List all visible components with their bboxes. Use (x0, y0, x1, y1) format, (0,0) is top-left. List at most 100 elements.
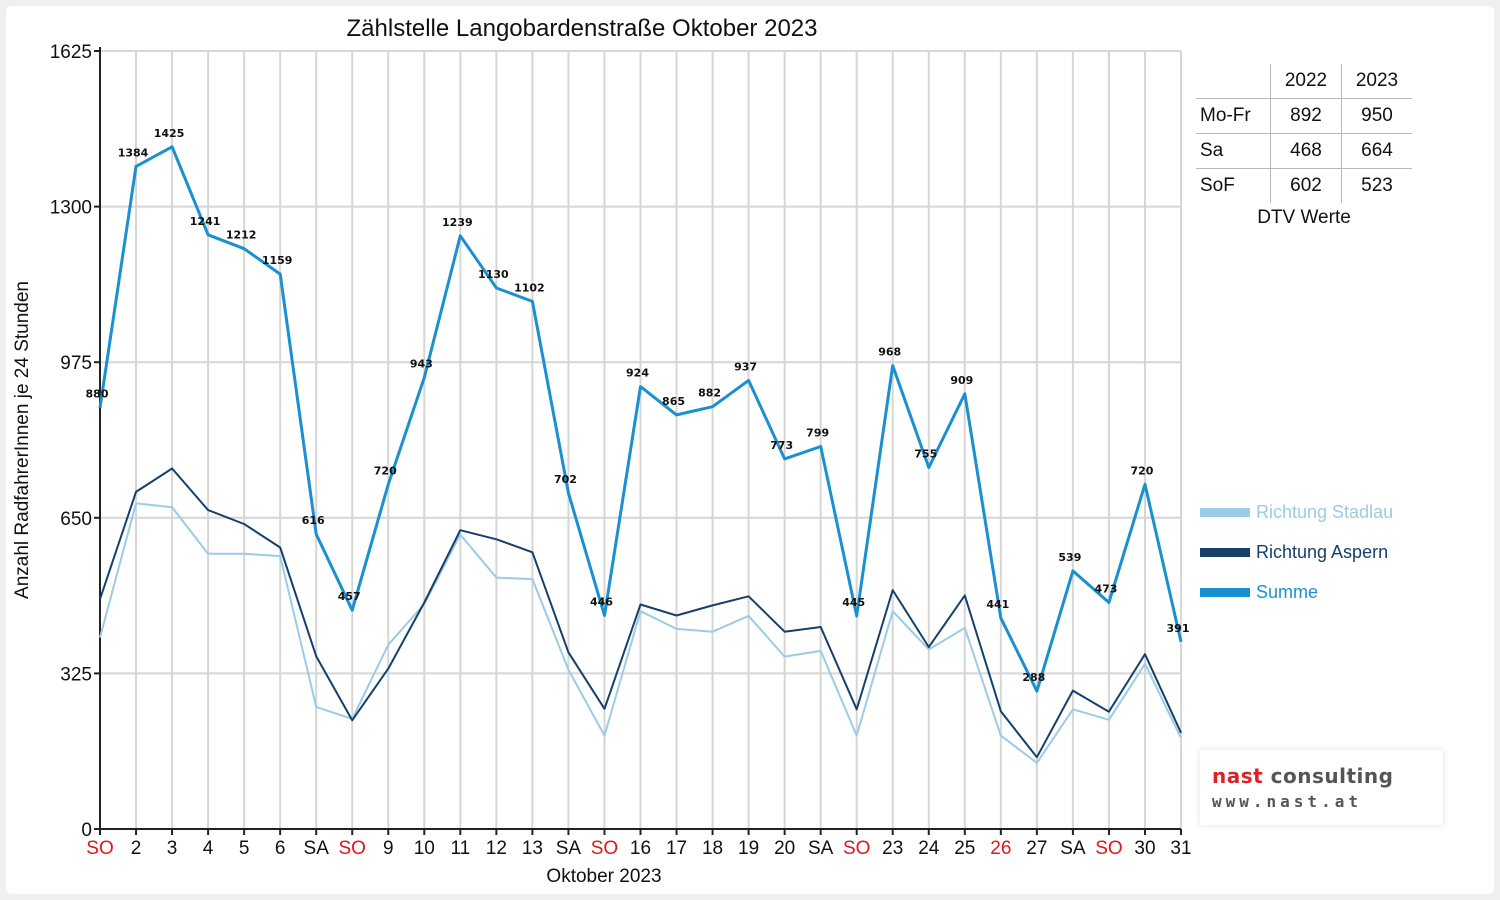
x-tick-label: SO (86, 838, 113, 859)
y-tick-label: 1625 (50, 42, 92, 63)
x-tick-label: 5 (239, 838, 250, 859)
series-line-summe (98, 145, 1183, 693)
x-tick-label: SA (1060, 838, 1086, 859)
data-label: 1212 (226, 229, 257, 242)
chart-title: Zählstelle Langobardenstraße Oktober 202… (347, 15, 818, 42)
x-tick-label: SO (339, 838, 366, 859)
legend-label: Richtung Stadlau (1256, 501, 1394, 522)
x-tick-label: 16 (630, 838, 651, 859)
data-label: 880 (86, 388, 109, 401)
data-label: 943 (410, 358, 433, 371)
data-label: 391 (1167, 622, 1190, 635)
data-label: 446 (590, 595, 613, 608)
y-tick-label: 325 (60, 664, 92, 685)
dtv-table: 2022 2023 Mo-Fr 892 950 Sa 468 664 SoF 6… (1196, 64, 1412, 229)
x-tick-label: SA (808, 838, 834, 859)
dtv-cell: 523 (1341, 168, 1412, 203)
dtv-row-label: Mo-Fr (1196, 98, 1271, 134)
data-label: 882 (698, 387, 721, 400)
data-label: 616 (302, 514, 325, 527)
data-label: 773 (770, 439, 793, 452)
x-tick-label: 10 (414, 838, 435, 859)
data-label: 799 (806, 426, 829, 439)
x-tick-label: SO (1095, 838, 1122, 859)
data-label: 288 (1022, 671, 1045, 684)
x-tick-label: 30 (1134, 838, 1155, 859)
company-logo: nast consulting www.nast.at (1200, 750, 1443, 825)
data-label: 924 (626, 367, 649, 380)
legend-swatch (1200, 547, 1250, 557)
logo-wordmark: nast consulting (1212, 764, 1394, 788)
x-tick-label: 2 (131, 838, 142, 859)
x-tick-label: 24 (918, 838, 940, 859)
x-tick-label: 12 (486, 838, 507, 859)
dtv-header-2023: 2023 (1341, 64, 1412, 99)
data-label: 909 (950, 374, 973, 387)
x-tick-label: 31 (1170, 838, 1191, 859)
data-label: 1130 (478, 268, 509, 281)
dtv-cell: 892 (1270, 98, 1342, 134)
chart-legend: Richtung Stadlau Richtung Aspern Summe (1200, 492, 1393, 612)
x-tick-label: 19 (738, 838, 759, 859)
data-label: 1384 (118, 146, 149, 159)
x-tick-label: 20 (774, 838, 795, 859)
dtv-header-empty (1196, 64, 1271, 99)
x-tick-label: 6 (275, 838, 286, 859)
legend-label: Summe (1256, 581, 1319, 602)
x-tick-label: 3 (167, 838, 178, 859)
y-tick-label: 650 (60, 509, 92, 530)
legend-label: Richtung Aspern (1256, 541, 1389, 562)
dtv-cell: 468 (1270, 133, 1342, 169)
series-line-richtung-stadlau (99, 502, 1182, 764)
data-label: 1241 (190, 215, 221, 228)
legend-item-aspern: Richtung Aspern (1200, 532, 1393, 572)
data-label: 720 (374, 464, 397, 477)
x-tick-label: 25 (954, 838, 975, 859)
data-label: 445 (842, 596, 865, 609)
legend-swatch (1200, 507, 1250, 517)
data-label: 702 (554, 473, 577, 486)
data-label: 441 (986, 598, 1009, 611)
data-label: 1102 (514, 281, 545, 294)
data-label: 539 (1058, 551, 1081, 564)
y-tick-label: 975 (60, 353, 92, 374)
x-tick-label: SA (556, 838, 582, 859)
y-axis-label: Anzahl RadfahrerInnen je 24 Stunden (12, 281, 33, 599)
data-label: 720 (1130, 464, 1153, 477)
x-tick-label: 4 (203, 838, 214, 859)
legend-item-stadlau: Richtung Stadlau (1200, 492, 1393, 532)
x-tick-label: 18 (702, 838, 723, 859)
x-tick-label: 11 (450, 838, 470, 859)
dtv-cell: 664 (1341, 133, 1412, 169)
x-axis-label: Oktober 2023 (546, 866, 661, 887)
dtv-row-label: Sa (1196, 133, 1271, 169)
x-tick-label: SA (304, 838, 330, 859)
x-tick-label: SO (843, 838, 870, 859)
y-tick-label: 1300 (50, 198, 92, 219)
dtv-caption: DTV Werte (1257, 207, 1351, 228)
dtv-row-label: SoF (1196, 168, 1271, 203)
dtv-cell: 950 (1341, 98, 1412, 134)
data-label: 1159 (262, 254, 293, 267)
data-label: 457 (338, 590, 361, 603)
legend-item-summe: Summe (1200, 572, 1393, 612)
x-tick-label: 23 (882, 838, 903, 859)
x-tick-label: 9 (383, 838, 394, 859)
x-tick-label: 26 (990, 838, 1011, 859)
x-tick-label: 17 (666, 838, 687, 859)
dtv-header-2022: 2022 (1270, 64, 1342, 99)
x-tick-label: 27 (1026, 838, 1047, 859)
data-label: 1239 (442, 216, 473, 229)
y-tick-label: 0 (81, 820, 92, 841)
data-label: 755 (914, 448, 937, 461)
data-label: 937 (734, 360, 757, 373)
data-label: 865 (662, 395, 685, 408)
data-label: 1425 (154, 127, 185, 140)
x-tick-label: 13 (522, 838, 543, 859)
dtv-cell: 602 (1270, 168, 1342, 203)
legend-swatch (1200, 587, 1250, 597)
logo-url: www.nast.at (1212, 792, 1362, 811)
x-tick-label: SO (591, 838, 618, 859)
data-label: 473 (1094, 583, 1117, 596)
